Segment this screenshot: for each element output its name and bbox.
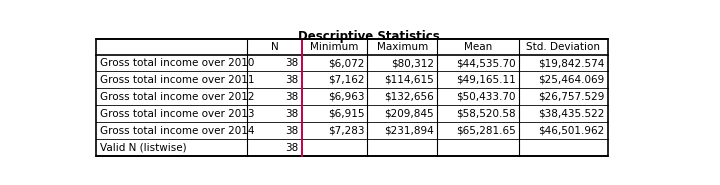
Text: $114,615: $114,615 xyxy=(384,75,434,85)
Text: Mean: Mean xyxy=(464,42,492,52)
Text: $209,845: $209,845 xyxy=(384,109,434,119)
Text: 38: 38 xyxy=(285,143,299,153)
Text: $44,535.70: $44,535.70 xyxy=(456,58,516,68)
Text: Std. Deviation: Std. Deviation xyxy=(526,42,600,52)
Text: $132,656: $132,656 xyxy=(384,92,434,102)
Text: Gross total income over 2013: Gross total income over 2013 xyxy=(100,109,255,119)
Text: 38: 38 xyxy=(285,109,299,119)
Text: $38,435.522: $38,435.522 xyxy=(539,109,605,119)
Text: 38: 38 xyxy=(285,92,299,102)
Text: Valid N (listwise): Valid N (listwise) xyxy=(100,143,186,153)
Text: $65,281.65: $65,281.65 xyxy=(456,126,516,136)
Text: Minimum: Minimum xyxy=(310,42,359,52)
Text: 38: 38 xyxy=(285,126,299,136)
Text: $58,520.58: $58,520.58 xyxy=(456,109,516,119)
Text: $231,894: $231,894 xyxy=(384,126,434,136)
Text: $6,915: $6,915 xyxy=(328,109,364,119)
Text: $80,312: $80,312 xyxy=(391,58,434,68)
Text: Maximum: Maximum xyxy=(377,42,428,52)
Text: $49,165.11: $49,165.11 xyxy=(456,75,516,85)
Text: Gross total income over 2012: Gross total income over 2012 xyxy=(100,92,255,102)
Text: $26,757.529: $26,757.529 xyxy=(539,92,605,102)
Text: $6,963: $6,963 xyxy=(328,92,364,102)
Text: Gross total income over 2010: Gross total income over 2010 xyxy=(100,58,254,68)
Text: Descriptive Statistics: Descriptive Statistics xyxy=(298,30,440,43)
Text: $25,464.069: $25,464.069 xyxy=(539,75,605,85)
Text: $19,842.574: $19,842.574 xyxy=(539,58,605,68)
Text: Gross total income over 2014: Gross total income over 2014 xyxy=(100,126,255,136)
Text: N: N xyxy=(271,42,279,52)
Text: $50,433.70: $50,433.70 xyxy=(456,92,516,102)
Text: 38: 38 xyxy=(285,75,299,85)
Text: $7,162: $7,162 xyxy=(328,75,364,85)
Text: 38: 38 xyxy=(285,58,299,68)
Text: $6,072: $6,072 xyxy=(328,58,364,68)
Text: $46,501.962: $46,501.962 xyxy=(539,126,605,136)
Text: Gross total income over 2011: Gross total income over 2011 xyxy=(100,75,255,85)
Text: $7,283: $7,283 xyxy=(328,126,364,136)
